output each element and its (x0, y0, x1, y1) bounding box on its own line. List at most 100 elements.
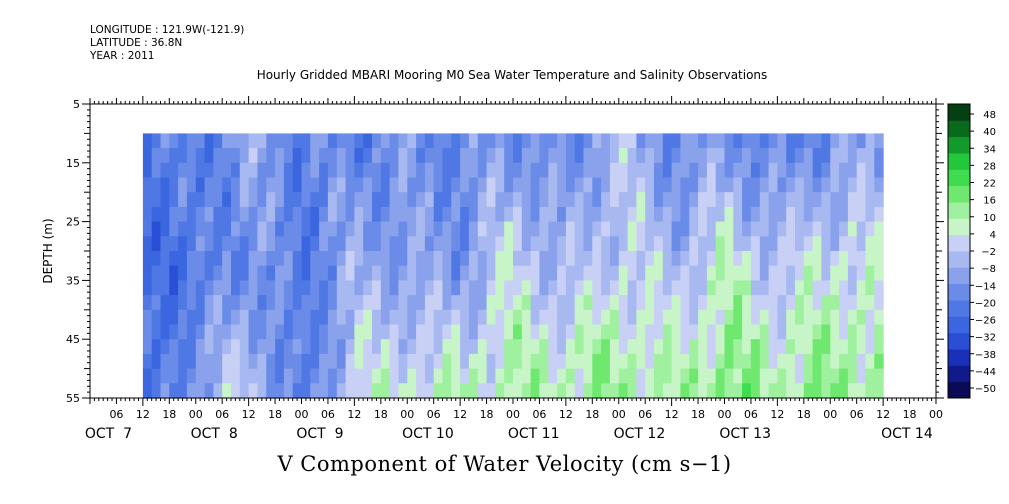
heatmap-cell (336, 265, 347, 281)
heatmap-cell (777, 162, 787, 179)
heatmap-cell (574, 324, 585, 340)
heatmap-cell (830, 324, 840, 340)
heatmap-cell (557, 177, 567, 193)
heatmap-cell (160, 339, 170, 355)
heatmap-cell (609, 339, 620, 355)
heatmap-cell (821, 295, 831, 311)
heatmap-cell (151, 383, 162, 399)
heatmap-cell (830, 295, 840, 311)
heatmap-cell (671, 280, 681, 296)
heatmap-cell (195, 221, 206, 237)
heatmap-cell (178, 309, 188, 326)
heatmap-cell (460, 177, 470, 193)
heatmap-cell (548, 162, 558, 179)
heatmap-cell (618, 162, 629, 179)
heatmap-cell (847, 295, 858, 311)
heatmap-cell (750, 221, 761, 237)
heatmap-cell (768, 251, 778, 267)
heatmap-cell (724, 162, 734, 179)
heatmap-cell (795, 236, 805, 252)
heatmap-cell (839, 280, 849, 296)
heatmap-cell (451, 339, 461, 355)
heatmap-cell (689, 295, 699, 311)
heatmap-cell (706, 133, 717, 149)
heatmap-cell (160, 309, 170, 326)
heatmap-cell (548, 148, 558, 164)
heatmap-cell (821, 206, 831, 223)
heatmap-cell (178, 133, 188, 149)
heatmap-cell (565, 133, 576, 149)
heatmap-cell (363, 383, 373, 399)
heatmap-cell (142, 133, 153, 149)
heatmap-cell (654, 236, 664, 252)
heatmap-cell (795, 280, 805, 296)
x-hour-label: 12 (347, 408, 361, 421)
heatmap-cell (416, 265, 426, 281)
colorbar-swatch (948, 169, 970, 187)
heatmap-cell (398, 368, 408, 384)
heatmap-cell (354, 221, 364, 237)
x-hour-label: 18 (797, 408, 811, 421)
heatmap-cell (715, 295, 726, 311)
heatmap-cell (513, 206, 523, 223)
heatmap-cell (830, 309, 840, 326)
heatmap-cell (627, 295, 637, 311)
heatmap-cell (654, 280, 664, 296)
heatmap-cell (433, 324, 444, 340)
heatmap-cell (363, 353, 373, 370)
heatmap-cell (292, 339, 303, 355)
heatmap-cell (504, 206, 514, 223)
heatmap-cell (266, 206, 276, 223)
heatmap-cell (839, 162, 849, 179)
heatmap-cell (354, 251, 364, 267)
heatmap-cell (327, 280, 338, 296)
heatmap-cell (724, 251, 734, 267)
heatmap-cell (645, 162, 655, 179)
heatmap-cell (213, 368, 223, 384)
heatmap-cell (812, 324, 822, 340)
heatmap-cell (389, 280, 399, 296)
heatmap-cell (495, 368, 505, 384)
heatmap-cell (645, 324, 655, 340)
heatmap-cell (380, 177, 391, 193)
heatmap-cell (222, 192, 232, 208)
heatmap-cell (750, 383, 761, 399)
heatmap-cell (618, 177, 629, 193)
heatmap-cell (283, 324, 294, 340)
heatmap-cell (451, 324, 461, 340)
heatmap-cell (565, 265, 576, 281)
heatmap-cell (689, 177, 699, 193)
colorbar-label: 4 (990, 230, 996, 241)
heatmap-cell (698, 251, 708, 267)
heatmap-cell (803, 148, 814, 164)
heatmap-cell (627, 206, 637, 223)
heatmap-cell (839, 251, 849, 267)
heatmap-cell (803, 236, 814, 252)
heatmap-cell (442, 280, 452, 296)
heatmap-cell (750, 295, 761, 311)
heatmap-cell (345, 280, 355, 296)
heatmap-cell (186, 148, 197, 164)
metadata-block: LONGITUDE : 121.9W(-121.9) LATITUDE : 36… (90, 24, 244, 63)
heatmap-cell (565, 206, 576, 223)
x-day-label: OCT 12 (614, 426, 666, 442)
heatmap-cell (310, 265, 320, 281)
heatmap-cell (389, 162, 399, 179)
heatmap-cell (416, 177, 426, 193)
heatmap-cell (186, 353, 197, 370)
y-axis-label: DEPTH (m) (41, 218, 55, 283)
x-hour-label: 06 (638, 408, 652, 421)
heatmap-cell (680, 353, 690, 370)
heatmap-cell (856, 368, 867, 384)
heatmap-cell (795, 324, 805, 340)
heatmap-cell (169, 280, 179, 296)
heatmap-cell (645, 133, 655, 149)
heatmap-cell (839, 265, 849, 281)
heatmap-cell (222, 324, 232, 340)
heatmap-cell (733, 251, 743, 267)
heatmap-cell (689, 324, 699, 340)
heatmap-cell (513, 148, 523, 164)
heatmap-cell (768, 383, 778, 399)
heatmap-cell (372, 148, 382, 164)
heatmap-cell (618, 339, 629, 355)
